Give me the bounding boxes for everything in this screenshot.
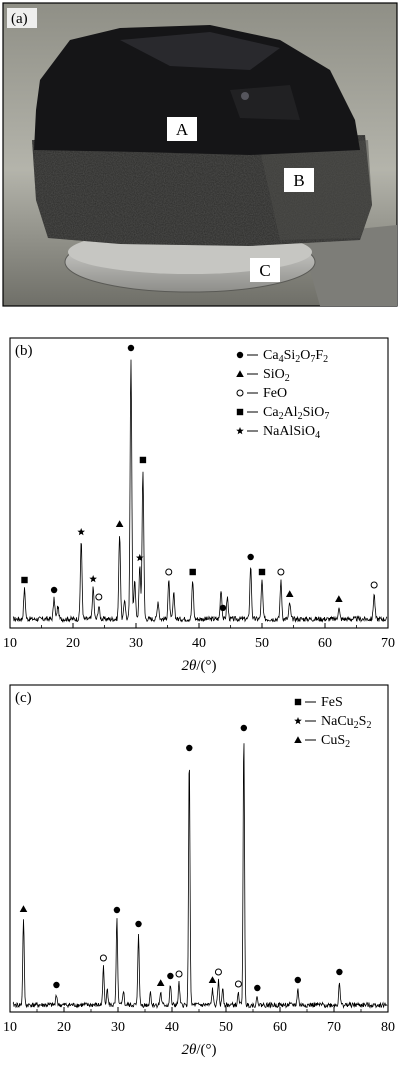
sample-photo: A B C (a) [2,2,398,307]
region-label-a: A [176,120,189,139]
peak-marker-ca4si2o7f2 [127,344,135,352]
peak-marker-feo [277,568,285,576]
peak-marker-sio2 [115,520,124,527]
peak-marker-feo [165,568,173,576]
region-label-b: B [293,171,304,190]
legend-label-feo: FeO [263,386,287,401]
peak-marker-ca2al2sio7 [258,568,266,576]
x-tick-label: 80 [381,1020,395,1035]
peak-marker-fes [113,906,121,914]
x-tick-label: 60 [273,1020,287,1035]
xrd-chart-c: (c) 10 20 30 40 50 60 70 80 2θ/(°) FeS NaCu2S2 CuS2 [3,684,395,1058]
x-tick-label: 60 [318,636,332,651]
peak-marker-ca4si2o7f2 [50,586,58,594]
xrd-chart-b: (b) 10 20 30 40 50 60 70 2θ/(°) Ca4Si2O7F2 SiO2 FeO… [3,337,395,674]
legend-label-ca2al2sio7: Ca2Al2SiO7 [263,405,329,422]
x-axis-label: 2θ/(°) [181,1042,216,1058]
peak-marker-fes [186,744,193,752]
peak-marker-naalsio4 [135,553,144,562]
legend-symbol-fes [294,698,302,706]
label-box-b [284,168,314,192]
peak-marker-fes [336,968,343,976]
x-tick-label: 70 [327,1020,341,1035]
legend-label-cus2: CuS2 [321,733,350,750]
peak-marker-fes [240,724,248,732]
legend-label-sio2: SiO2 [263,367,290,384]
x-tick-label: 40 [192,636,206,651]
peak-marker-nacu2s2 [19,905,28,912]
peak-marker-ca2al2sio7 [189,568,196,576]
xrd-chart-c-panel: (c) 10 20 30 40 50 60 70 80 2θ/(°) FeS NaCu2S2 CuS2 [0,680,400,1069]
panel-label: (c) [15,690,32,706]
panel-label: (b) [15,343,33,359]
peak-marker-fes [294,976,302,984]
legend-symbol-ca2al2sio7 [236,408,244,416]
peak-marker-cus2 [99,954,107,962]
plot-frame [9,337,389,629]
legend-symbol-cus2 [294,736,302,743]
peak-marker-ca2al2sio7 [139,456,147,464]
peak-marker-feo [95,593,103,601]
legend-symbol-naalsio4 [236,427,244,435]
x-tick-label: 30 [129,636,143,651]
diffraction-pattern-line [12,743,388,1009]
x-tick-label: 40 [165,1020,179,1035]
peak-marker-fes [135,920,142,928]
peak-marker-nacu2s2 [208,976,217,983]
peak-marker-cus2 [214,968,222,976]
legend-label-fes: FeS [321,695,343,710]
peak-marker-cus2 [175,970,183,978]
legend-symbol-nacu2s2 [294,717,302,725]
x-tick-label: 20 [57,1020,71,1035]
x-tick-label: 50 [255,636,269,651]
x-tick-label: 20 [66,636,80,651]
label-box-a [167,117,197,141]
peak-marker-sio2 [335,595,343,602]
sample-photo-panel: A B C (a) [0,0,400,310]
peak-marker-feo [370,581,378,589]
legend-label-ca4si2o7f2: Ca4Si2O7F2 [263,348,328,365]
label-box-c [250,258,280,282]
x-tick-label: 10 [3,636,17,651]
legend-symbol-sio2 [236,370,244,377]
x-axis-label: 2θ/(°) [181,658,216,674]
layer-a [34,25,360,155]
legend-label-naalsio4: NaAlSiO4 [263,424,320,441]
x-tick-label: 10 [3,1020,17,1035]
legend-symbol-ca4si2o7f2 [236,351,244,359]
xrd-chart-b-panel: (b) 10 20 30 40 50 60 70 2θ/(°) Ca4Si2O7F2 SiO2 FeO… [0,330,400,675]
peak-marker-naalsio4 [89,575,97,583]
peak-marker-ca4si2o7f2 [247,553,254,561]
x-tick-label: 50 [219,1020,233,1035]
legend-symbol-feo [236,389,244,397]
diffraction-pattern-line [12,359,388,623]
panel-label-a: (a) [11,11,28,27]
background-stand [300,225,397,306]
peak-marker-fes [53,981,60,989]
peak-marker-ca4si2o7f2 [219,604,227,612]
peak-marker-nacu2s2 [156,979,165,986]
region-label-c: C [259,261,270,280]
x-tick-label: 70 [381,636,395,651]
legend-label-nacu2s2: NaCu2S2 [321,714,371,731]
peak-marker-sio2 [285,590,294,597]
peak-marker-ca2al2sio7 [21,576,28,584]
peak-marker-fes [254,984,261,992]
peak-marker-naalsio4 [77,528,85,536]
x-tick-label: 30 [111,1020,125,1035]
peak-marker-fes [167,972,174,980]
peak-marker-cus2 [234,980,242,988]
